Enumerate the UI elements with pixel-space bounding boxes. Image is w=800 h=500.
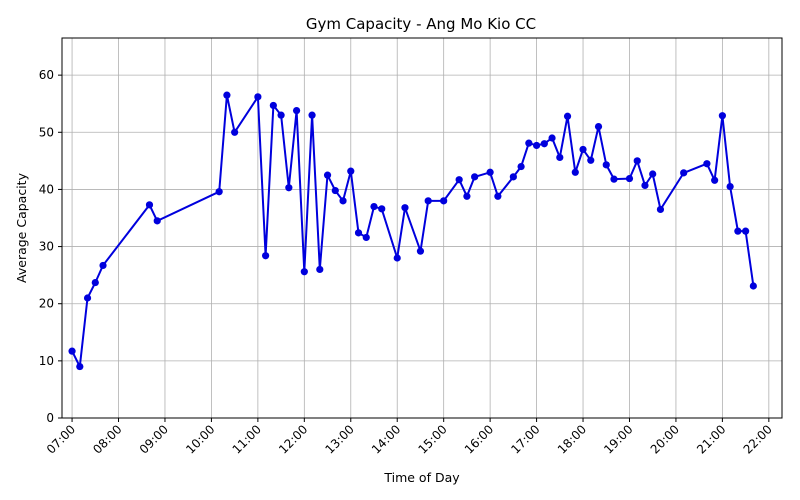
- data-point: [354, 229, 363, 237]
- data-point: [532, 141, 541, 150]
- x-tick-label: 07:00: [44, 422, 78, 456]
- x-tick-label: 20:00: [648, 422, 682, 456]
- data-point: [610, 175, 618, 183]
- data-point: [633, 157, 641, 165]
- data-point: [649, 170, 657, 178]
- data-point: [579, 145, 587, 154]
- data-point: [463, 192, 471, 200]
- data-point: [742, 227, 750, 235]
- y-tick-label: 10: [39, 354, 54, 368]
- data-point: [277, 111, 285, 119]
- data-point: [145, 201, 154, 209]
- data-point: [625, 174, 634, 183]
- x-tick-label: 09:00: [137, 422, 171, 456]
- data-point: [641, 181, 649, 190]
- data-point: [556, 153, 564, 162]
- data-point: [254, 93, 262, 101]
- x-tick-label: 13:00: [323, 422, 357, 456]
- data-point: [300, 268, 308, 276]
- data-point: [509, 173, 517, 181]
- y-tick-label: 60: [39, 68, 54, 82]
- x-tick-label: 10:00: [183, 422, 217, 456]
- data-point: [602, 161, 610, 169]
- data-point: [424, 197, 432, 205]
- data-point: [711, 176, 719, 184]
- data-point: [540, 140, 548, 148]
- data-point: [734, 227, 742, 235]
- data-point: [378, 205, 386, 213]
- x-tick-label: 17:00: [508, 422, 542, 456]
- y-tick-label: 50: [39, 125, 54, 139]
- data-point: [393, 254, 401, 262]
- series-line: [71, 93, 755, 371]
- x-tick-label: 21:00: [694, 422, 728, 456]
- data-point: [339, 197, 347, 205]
- data-point: [416, 247, 425, 255]
- grid: [62, 38, 782, 419]
- data-point: [153, 217, 161, 225]
- data-point: [525, 139, 533, 147]
- x-tick-label: 18:00: [555, 422, 589, 456]
- data-point: [455, 176, 463, 184]
- data-point: [594, 122, 603, 131]
- data-point: [231, 128, 239, 136]
- y-tick-label: 30: [39, 240, 54, 254]
- data-point: [323, 171, 332, 179]
- data-point: [471, 173, 479, 181]
- x-tick-label: 12:00: [276, 422, 310, 456]
- data-point: [285, 184, 293, 192]
- data-point: [91, 278, 99, 287]
- plot-area: [61, 37, 783, 419]
- y-tick-label: 0: [46, 411, 54, 425]
- data-point: [440, 197, 448, 205]
- x-tick-label: 14:00: [369, 422, 403, 456]
- data-point: [749, 282, 757, 290]
- data-point: [517, 162, 525, 171]
- data-point: [99, 261, 107, 270]
- data-point: [494, 192, 502, 200]
- x-tick-label: 08:00: [90, 422, 124, 456]
- series-points: [68, 91, 757, 371]
- data-point: [68, 347, 76, 355]
- data-point: [563, 112, 572, 120]
- data-point: [83, 294, 92, 302]
- data-point: [362, 233, 370, 242]
- data-point: [370, 202, 378, 211]
- x-tick-label: 15:00: [415, 422, 449, 456]
- y-tick-label: 20: [39, 297, 54, 311]
- x-axis-label: Time of Day: [383, 470, 460, 485]
- data-point: [215, 188, 223, 196]
- data-point: [316, 265, 324, 274]
- x-axis: 07:00 08:00 09:00 10:00 11:00 12:00 13:00 14:00…: [44, 418, 775, 457]
- data-point: [656, 205, 665, 214]
- data-point: [308, 111, 316, 119]
- data-point: [223, 91, 231, 99]
- data-point: [680, 169, 688, 177]
- data-point: [718, 112, 726, 120]
- y-axis: 0 10 20 30 40 50 60: [39, 68, 62, 425]
- data-point: [401, 204, 409, 212]
- y-axis-label: Average Capacity: [14, 172, 29, 283]
- x-tick-label: 11:00: [230, 422, 264, 456]
- y-tick-label: 40: [39, 182, 54, 196]
- data-point: [726, 182, 734, 191]
- data-point: [347, 167, 355, 175]
- x-tick-label: 16:00: [462, 422, 496, 456]
- data-point: [76, 362, 84, 371]
- data-point: [548, 134, 556, 142]
- data-point: [571, 168, 579, 176]
- data-point: [703, 160, 711, 168]
- data-point: [587, 156, 595, 164]
- x-tick-label: 22:00: [741, 422, 775, 456]
- data-point: [262, 252, 270, 260]
- x-tick-label: 19:00: [601, 422, 635, 456]
- data-point: [292, 106, 301, 115]
- chart-title: Gym Capacity - Ang Mo Kio CC: [306, 15, 536, 33]
- data-point: [331, 186, 339, 195]
- data-point: [269, 101, 277, 110]
- data-point: [486, 168, 494, 176]
